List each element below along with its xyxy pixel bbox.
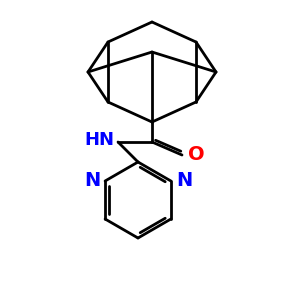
Text: HN: HN xyxy=(84,131,114,149)
Text: N: N xyxy=(176,172,192,190)
Text: N: N xyxy=(84,172,100,190)
Text: O: O xyxy=(188,146,205,164)
